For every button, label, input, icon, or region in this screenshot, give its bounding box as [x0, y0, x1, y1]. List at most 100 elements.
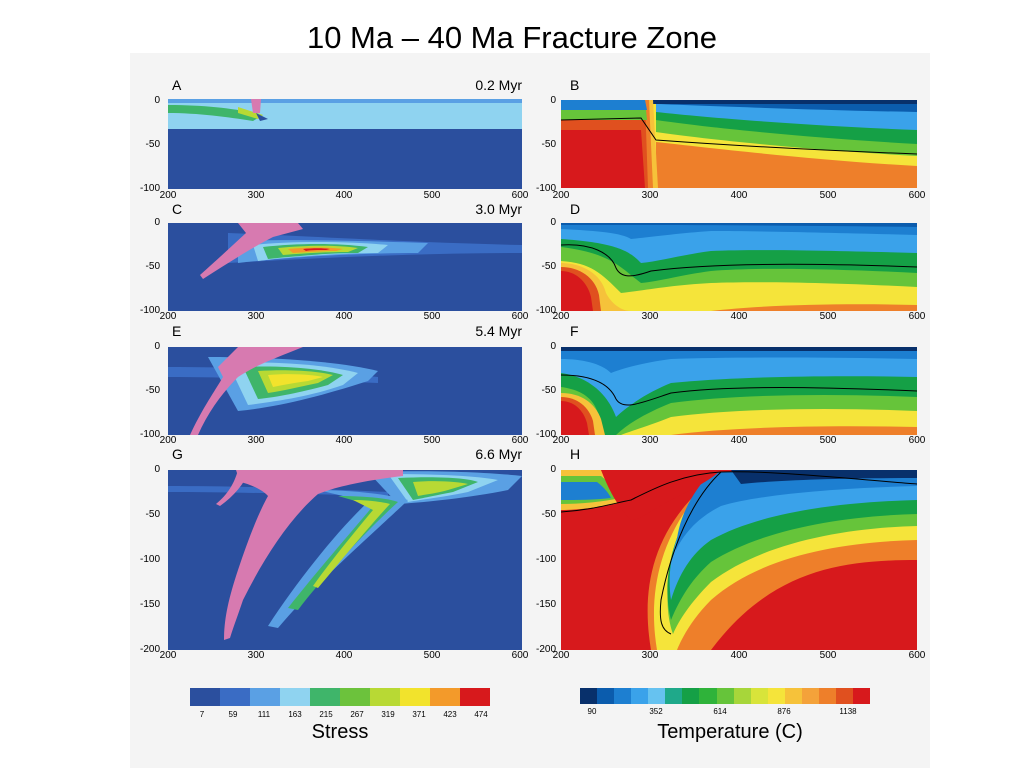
colorbar-swatch: [370, 688, 400, 706]
x-tick: 600: [511, 650, 529, 661]
panel-time: 6.6 Myr: [475, 446, 522, 462]
y-tick: -150: [139, 599, 160, 610]
colorbar-swatch: [597, 688, 615, 704]
colorbar-tick-label: 90: [587, 707, 597, 716]
panel-label: G: [172, 446, 183, 462]
y-tick: -200: [535, 644, 556, 655]
y-tick: -50: [145, 385, 160, 396]
x-tick: 600: [908, 650, 926, 661]
stress-plot: [168, 223, 522, 311]
y-tick: -50: [541, 261, 556, 272]
y-tick: 0: [550, 464, 556, 475]
colorbar-swatch: [400, 688, 430, 706]
panel-label: C: [172, 201, 183, 217]
colorbar-swatch: [280, 688, 310, 706]
panel-h: H 0 -50 -100 -150 -200 200: [530, 446, 930, 671]
colorbar-swatch: [580, 688, 598, 704]
colorbar-tick-label: 474: [474, 710, 488, 719]
panel-time: 3.0 Myr: [475, 201, 522, 217]
panel-label: H: [570, 446, 581, 462]
colorbar-tick-label: 614: [713, 707, 727, 716]
y-tick: -50: [541, 385, 556, 396]
y-tick: -100: [139, 305, 160, 316]
panel-label: E: [172, 323, 182, 339]
x-tick: 300: [247, 311, 265, 322]
y-tick: -50: [145, 261, 160, 272]
y-tick: 0: [154, 464, 160, 475]
panel-time: 0.2 Myr: [475, 77, 522, 93]
temperature-plot: [561, 100, 917, 188]
y-tick: -100: [139, 554, 160, 565]
colorbar-swatch: [733, 688, 751, 704]
x-tick: 200: [159, 190, 177, 201]
colorbar-swatch: [614, 688, 632, 704]
colorbar-swatch: [835, 688, 853, 704]
colorbar-tick-label: 371: [412, 710, 426, 719]
colorbar-swatch: [460, 688, 490, 706]
panel-f: F 0 -50 -100 200 300 400 500 600: [530, 323, 930, 448]
x-tick: 400: [730, 435, 748, 446]
panel-a: A 0.2 Myr 0 -50 -100 200 300 400 500 600: [130, 53, 530, 203]
y-tick: -100: [535, 183, 556, 194]
colorbar-swatch: [767, 688, 785, 704]
temperature-colorbar-label: Temperature (C): [657, 721, 803, 743]
x-tick: 500: [423, 650, 441, 661]
x-tick: 300: [247, 650, 265, 661]
temperature-plot: [561, 223, 917, 311]
colorbar-swatch: [220, 688, 250, 706]
x-tick: 200: [552, 650, 570, 661]
colorbar-swatch: [340, 688, 370, 706]
figure: A 0.2 Myr 0 -50 -100 200 300 400 500 600…: [130, 53, 930, 768]
x-tick: 600: [511, 311, 529, 322]
panel-label: D: [570, 201, 581, 217]
y-tick: -150: [535, 599, 556, 610]
x-tick: 400: [730, 311, 748, 322]
colorbar-swatch: [190, 688, 220, 706]
x-tick: 600: [908, 311, 926, 322]
panel-label: F: [570, 323, 579, 339]
stress-colorbar-swatches: [190, 688, 490, 706]
y-tick: -50: [145, 509, 160, 520]
colorbar-swatch: [665, 688, 683, 704]
y-tick: 0: [550, 217, 556, 228]
x-tick: 400: [335, 650, 353, 661]
x-tick: 400: [335, 190, 353, 201]
x-tick: 400: [730, 190, 748, 201]
colorbar-tick-label: 215: [319, 710, 333, 719]
colorbar-tick-label: 876: [777, 707, 791, 716]
temperature-plot: [561, 347, 917, 435]
x-tick: 200: [552, 190, 570, 201]
x-tick: 300: [641, 650, 659, 661]
colorbar-swatch: [801, 688, 819, 704]
x-tick: 300: [247, 435, 265, 446]
stress-colorbar: 7 59 111 163 215 267 319 371 423 474 Stress: [190, 685, 490, 765]
x-tick: 500: [819, 435, 837, 446]
y-tick: 0: [550, 95, 556, 106]
panel-label: B: [570, 77, 580, 93]
x-tick: 400: [335, 311, 353, 322]
colorbar-swatch: [818, 688, 836, 704]
y-tick: -50: [541, 139, 556, 150]
panel-label: A: [172, 77, 182, 93]
temperature-colorbar-ticks: 90 352 614 876 1138: [580, 707, 870, 719]
colorbar-swatch: [250, 688, 280, 706]
stress-plot: [168, 347, 522, 435]
stress-colorbar-label: Stress: [311, 721, 369, 743]
colorbar-swatch: [853, 688, 871, 704]
page-title: 10 Ma – 40 Ma Fracture Zone: [306, 20, 718, 55]
x-tick: 300: [641, 190, 659, 201]
panel-c: C 3.0 Myr 0 -50 -100 200 300 400 500 600: [130, 201, 530, 322]
x-tick: 500: [423, 190, 441, 201]
stress-colorbar-ticks: 7 59 111 163 215 267 319 371 423 474: [190, 710, 490, 722]
panel-b: B 0 -50 -100 200 300: [530, 53, 930, 203]
y-tick: 0: [154, 95, 160, 106]
panel-e: E 5.4 Myr 0 -50 -100 200 300 400 500 600: [130, 323, 530, 448]
colorbar-swatch: [631, 688, 649, 704]
panel-d: D 0 -50 -100 200 300 400 500 600: [530, 201, 930, 322]
colorbar-swatch: [682, 688, 700, 704]
stress-plot: [168, 470, 522, 650]
panel-time: 5.4 Myr: [475, 323, 522, 339]
colorbar-swatch: [716, 688, 734, 704]
x-tick: 500: [819, 311, 837, 322]
x-tick: 500: [819, 190, 837, 201]
